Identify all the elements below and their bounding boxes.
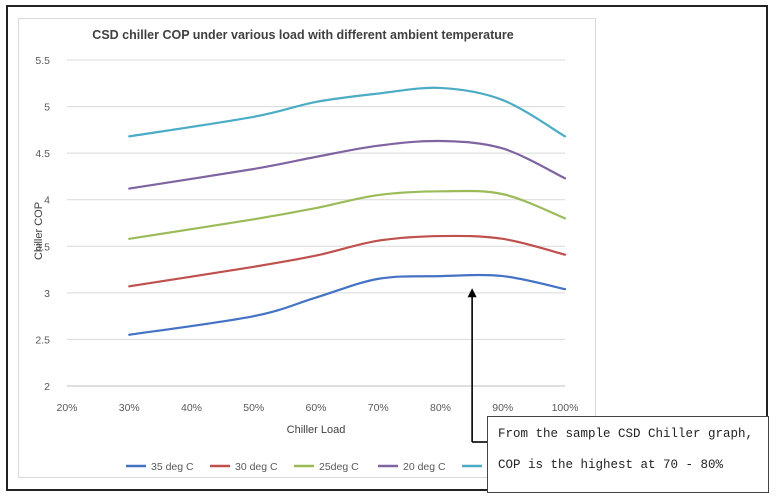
x-axis-label: Chiller Load — [287, 424, 346, 436]
x-tick-label: 50% — [243, 402, 264, 414]
y-tick-label: 5.5 — [35, 55, 50, 67]
y-tick-label: 4.5 — [35, 148, 50, 160]
y-tick-label: 3.5 — [35, 241, 50, 253]
x-tick-label: 40% — [181, 402, 202, 414]
legend-label: 25deg C — [319, 461, 359, 473]
annotation-line-2: COP is the highest at 70 - 80% — [498, 458, 724, 472]
chart-area — [18, 18, 596, 478]
x-tick-label: 100% — [552, 402, 579, 414]
x-tick-label: 90% — [492, 402, 513, 414]
annotation-box: From the sample CSD Chiller graph, COP i… — [487, 416, 769, 493]
y-axis-label: Chiller COP — [33, 202, 45, 260]
y-axis-ticks: 2 2.5 3 3.5 4 4.5 5 5.5 — [35, 55, 50, 393]
series-line-1 — [128, 273, 567, 336]
x-tick-label: 30% — [119, 402, 140, 414]
annotation-arrow-head — [467, 288, 477, 298]
x-axis-ticks: 20% 30% 40% 50% 60% 70% 80% 90% 100% — [56, 402, 578, 414]
gridlines — [67, 59, 565, 387]
chart-title: CSD chiller COP under various load with … — [92, 28, 513, 42]
x-tick-label: 60% — [305, 402, 326, 414]
y-tick-label: 3 — [44, 288, 50, 300]
legend-label: 30 deg C — [235, 461, 278, 473]
y-tick-label: 5 — [44, 102, 50, 114]
y-tick-label: 2.5 — [35, 334, 50, 346]
legend-label: 20 deg C — [403, 461, 446, 473]
annotation-arrow — [467, 288, 487, 443]
x-tick-label: 70% — [368, 402, 389, 414]
legend-label: 35 deg C — [151, 461, 194, 473]
y-tick-label: 4 — [44, 195, 50, 207]
annotation-line-1: From the sample CSD Chiller graph, — [498, 427, 754, 441]
series-lines — [128, 86, 567, 336]
x-tick-label: 20% — [56, 402, 77, 414]
series-line-2 — [128, 234, 567, 288]
series-line-4 — [128, 139, 567, 190]
series-line-5 — [128, 86, 567, 138]
series-line-3 — [128, 189, 567, 240]
y-tick-label: 2 — [44, 381, 50, 393]
x-tick-label: 80% — [430, 402, 451, 414]
